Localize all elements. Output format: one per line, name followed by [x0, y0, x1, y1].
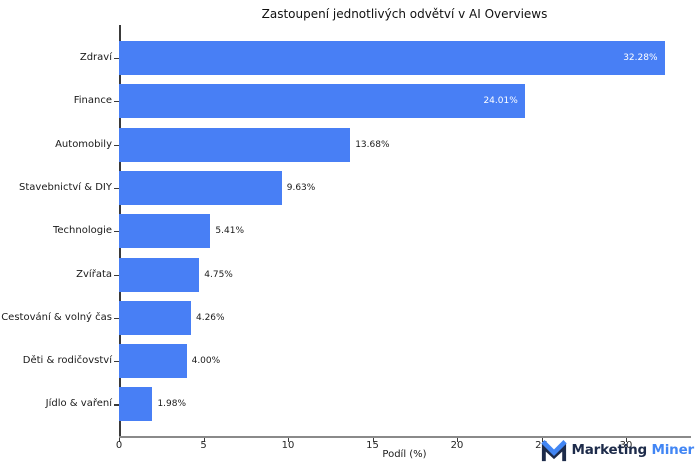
y-tick — [114, 101, 119, 103]
x-tick-label: 15 — [366, 440, 379, 451]
bar — [119, 41, 665, 75]
bar-value-label: 5.41% — [215, 226, 245, 237]
chart-title: Zastoupení jednotlivých odvětví v AI Ove… — [261, 7, 548, 21]
y-tick — [114, 361, 119, 363]
y-category-label: Technologie — [52, 225, 112, 237]
x-axis-line — [119, 436, 691, 438]
brand-logo: Marketing Miner — [541, 438, 694, 462]
x-tick-label: 0 — [115, 440, 123, 451]
bar-row: 32.28% — [119, 41, 690, 75]
y-category-label: Finance — [73, 95, 112, 107]
bar — [119, 387, 153, 422]
bar-row: 5.41% — [119, 214, 690, 249]
bar — [119, 214, 211, 249]
x-tick-label: 10 — [281, 440, 295, 451]
bar-value-label: 4.00% — [191, 356, 221, 367]
bar-value-label: 13.68% — [355, 139, 390, 150]
bar — [119, 84, 525, 119]
bar-value-label: 4.75% — [204, 269, 233, 280]
bar-row: 13.68% — [119, 127, 690, 162]
bar — [119, 300, 191, 335]
y-tick — [114, 317, 119, 319]
y-tick — [114, 58, 119, 60]
x-tick — [288, 438, 290, 442]
y-category-label: Zvířata — [76, 268, 112, 280]
bar-value-label: 9.63% — [286, 182, 316, 193]
bar — [119, 170, 282, 205]
y-tick — [114, 144, 119, 146]
bar-value-label: 4.26% — [195, 312, 225, 323]
x-tick-label: 20 — [450, 440, 464, 451]
x-tick — [203, 438, 205, 442]
y-tick — [114, 231, 119, 233]
x-tick — [626, 438, 628, 442]
bar — [119, 344, 187, 379]
bar — [119, 127, 351, 162]
brand-word-marketing: Marketing — [571, 442, 647, 458]
bar-value-label: 24.01% — [483, 96, 518, 107]
bar-row: 4.00% — [119, 344, 690, 379]
x-tick — [457, 438, 459, 442]
bar-value-label: 32.28% — [623, 53, 658, 63]
brand-word-miner: Miner — [651, 442, 695, 458]
brand-wordmark: Marketing Miner — [571, 442, 694, 458]
bar — [119, 257, 200, 292]
x-tick-label: 30 — [619, 440, 633, 451]
y-tick — [114, 274, 119, 276]
y-tick — [114, 404, 119, 406]
y-category-label: Jídlo & vaření — [45, 398, 112, 410]
y-tick — [114, 187, 119, 190]
x-tick — [372, 438, 374, 442]
bar-row: 24.01% — [119, 84, 690, 119]
y-category-label: Zdraví — [79, 52, 112, 63]
marketing-miner-icon — [541, 438, 568, 462]
bar-row: 9.63% — [119, 170, 690, 205]
x-tick-label: 5 — [200, 440, 207, 451]
y-category-label: Stavebnictví & DIY — [19, 181, 112, 193]
x-tick-label: 25 — [535, 440, 548, 451]
y-category-label: Cestování & volný čas — [1, 311, 112, 323]
x-tick — [541, 438, 543, 442]
y-category-label: Automobily — [55, 138, 112, 150]
x-axis-title: Podíl (%) — [382, 449, 427, 460]
bar-value-label: 1.98% — [157, 399, 187, 410]
y-category-label: Děti & rodičovství — [22, 355, 112, 367]
bar-row: 4.75% — [119, 257, 690, 292]
bar-row: 4.26% — [119, 300, 690, 335]
bar-row: 1.98% — [119, 387, 690, 422]
x-tick — [119, 438, 121, 442]
